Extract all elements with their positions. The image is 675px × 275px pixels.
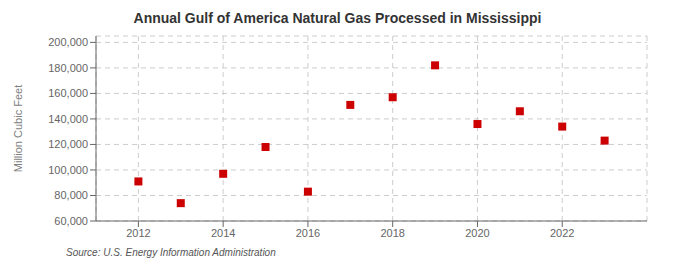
svg-text:2018: 2018: [380, 227, 404, 239]
svg-text:2020: 2020: [465, 227, 489, 239]
svg-text:2022: 2022: [550, 227, 574, 239]
svg-text:2012: 2012: [126, 227, 150, 239]
svg-text:180,000: 180,000: [48, 62, 88, 74]
svg-text:100,000: 100,000: [48, 164, 88, 176]
svg-text:2016: 2016: [296, 227, 320, 239]
svg-text:140,000: 140,000: [48, 113, 88, 125]
svg-text:200,000: 200,000: [48, 36, 88, 48]
svg-text:80,000: 80,000: [54, 189, 88, 201]
html-text:Annual Gulf of America Natural: Annual Gulf of America Natural Gas Proce…: [133, 10, 542, 26]
svg-text:160,000: 160,000: [48, 87, 88, 99]
svg-text:Million Cubic Feet: Million Cubic Feet: [12, 85, 24, 172]
svg-text:60,000: 60,000: [54, 215, 88, 227]
svg-text:120,000: 120,000: [48, 138, 88, 150]
html-text:Source: U.S. Energy Informatio: Source: U.S. Energy Information Administ…: [66, 247, 276, 258]
svg-text:2014: 2014: [211, 227, 235, 239]
